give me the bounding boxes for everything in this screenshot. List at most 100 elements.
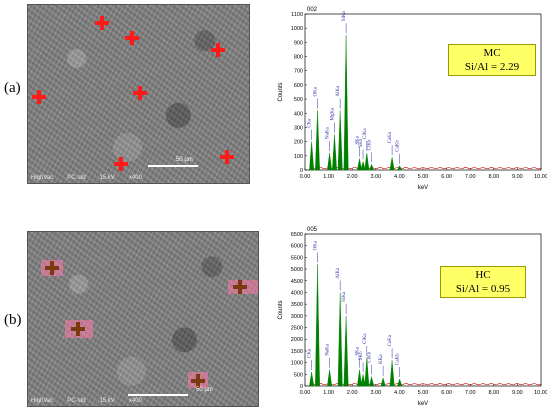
- peak-label: OKa: [314, 86, 319, 96]
- eds-spectrum-b-svg: 005 0 500 1000 1500 2000 2500 3000 3500 4000 4500 5…: [278, 227, 547, 407]
- peak-label: CaKa: [388, 131, 393, 143]
- callout-si-al-ratio: Si/Al = 2.29: [464, 61, 520, 73]
- x-tick-label: 10.00: [534, 390, 547, 396]
- scale-bar: [148, 165, 198, 167]
- y-tick-label: 0: [300, 168, 303, 174]
- eds-spectrum-a: 002 0 100 200 300 400 500 600 700 800 900 1000 1100 0…: [275, 2, 547, 192]
- y-tick-label: 200: [294, 140, 303, 146]
- spectrum-peak: [397, 165, 403, 171]
- peak-label: CaKb: [396, 353, 401, 365]
- y-tick-label: 2000: [291, 337, 303, 343]
- peak-label: CaKa: [388, 334, 393, 346]
- y-tick-label: 300: [294, 125, 303, 131]
- peak-label: CKa: [308, 118, 313, 128]
- spectrum-id: 002: [307, 7, 318, 13]
- y-tick-label: 500: [294, 97, 303, 103]
- callout-si-al-ratio: Si/Al = 0.95: [455, 283, 511, 295]
- sem-meta-voltage: 15 kV: [99, 175, 115, 181]
- callout-sample-name: MC: [483, 47, 501, 59]
- y-tick-label: 500: [294, 372, 303, 378]
- x-tick-label: 3.00: [370, 390, 381, 396]
- peak-label: NaKa: [326, 127, 331, 139]
- analysis-point-marker: [133, 86, 147, 100]
- y-tick-label: 1500: [291, 349, 303, 355]
- sem-metadata-bar: HighVac PC-std 15 kV x400: [31, 394, 255, 404]
- x-tick-label: 2.00: [347, 174, 358, 180]
- y-tick-label: 4500: [291, 279, 303, 285]
- callout-sample-name: HC: [475, 269, 491, 281]
- sem-meta-magnification: x400: [128, 398, 142, 404]
- peak-label: MgKa: [331, 107, 336, 121]
- sem-meta-mode: PC-std: [67, 175, 86, 181]
- peak-label: SKa: [356, 346, 361, 355]
- spectrum-peak: [389, 360, 395, 387]
- x-tick-label: 5.00: [418, 174, 429, 180]
- analysis-point-marker: [125, 31, 139, 45]
- peak-label: ClKb: [368, 351, 373, 362]
- analysis-point-marker: [211, 43, 225, 57]
- peak-label: AlKa: [336, 267, 341, 279]
- analysis-point-marker: [114, 157, 128, 171]
- peak-label: SKb: [359, 138, 364, 147]
- sem-meta-vacuum: HighVac: [31, 175, 54, 181]
- spectrum-peak: [309, 141, 315, 171]
- analysis-point-marker: [45, 261, 59, 275]
- analysis-point-marker: [95, 16, 109, 30]
- x-tick-label: 1.00: [323, 390, 334, 396]
- spectrum-peak: [360, 160, 366, 171]
- x-tick-label: 1.00: [323, 174, 334, 180]
- y-tick-label: 6500: [291, 232, 303, 238]
- callout-box-b: HC Si/Al = 0.95: [440, 266, 526, 298]
- x-tick-label: 8.00: [488, 390, 499, 396]
- x-tick-label: 7.00: [465, 174, 476, 180]
- spectrum-peak: [332, 134, 337, 171]
- analysis-point-marker: [233, 280, 247, 294]
- panel-b-label: (b): [4, 312, 22, 328]
- analysis-point-marker: [32, 90, 46, 104]
- y-tick-label: 700: [294, 69, 303, 75]
- y-axis-label: Counts: [278, 300, 284, 319]
- peak-label: OKa: [314, 240, 319, 250]
- spectrum-peak: [389, 157, 395, 171]
- x-tick-label: 6.00: [441, 174, 452, 180]
- peak-label: AlKa: [336, 85, 341, 97]
- spectrum-peak: [327, 152, 332, 171]
- y-tick-label: 0: [300, 384, 303, 390]
- peak-label: NaKa: [326, 343, 331, 355]
- sem-meta-mode: PC-std: [67, 398, 86, 404]
- spectrum-peak: [380, 377, 386, 387]
- analysis-point-marker: [191, 374, 205, 388]
- peak-label: SiKa: [342, 291, 347, 302]
- y-tick-label: 100: [294, 154, 303, 160]
- spectrum-peak: [369, 376, 375, 387]
- spectrum-id: 005: [307, 227, 318, 233]
- x-tick-label: 5.00: [418, 390, 429, 396]
- spectrum-peak: [315, 264, 320, 387]
- spectrum-peak: [315, 110, 320, 171]
- spectrum-peak: [364, 152, 370, 171]
- x-axis-label: keV: [418, 401, 428, 407]
- x-tick-label: 4.00: [394, 174, 405, 180]
- spectrum-peak: [357, 158, 362, 171]
- x-tick-label: 8.00: [488, 174, 499, 180]
- spectrum-peak: [309, 371, 315, 387]
- peak-label: SKb: [359, 351, 364, 360]
- peak-label: KKa: [379, 354, 384, 364]
- spectrum-peak: [357, 369, 362, 387]
- y-tick-label: 5500: [291, 255, 303, 261]
- y-tick-label: 600: [294, 83, 303, 89]
- spectrum-peak: [397, 378, 403, 387]
- panel-a-label: (a): [4, 80, 21, 96]
- x-tick-label: 10.00: [534, 174, 547, 180]
- y-tick-label: 6000: [291, 244, 303, 250]
- spectrum-peak: [337, 292, 343, 387]
- sem-image-b: 50 µm HighVac PC-std 15 kV x400: [27, 231, 259, 407]
- y-tick-label: 1000: [291, 26, 303, 32]
- spectrum-peak: [364, 357, 370, 387]
- sem-meta-voltage: 15 kV: [99, 398, 115, 404]
- x-tick-label: 2.00: [347, 390, 358, 396]
- x-axis-label: keV: [418, 185, 428, 191]
- spectrum-peak: [343, 315, 349, 387]
- peak-label: ClKa: [363, 128, 368, 139]
- sem-image-a: 50 µm HighVac PC-std 15 kV x400: [27, 4, 250, 184]
